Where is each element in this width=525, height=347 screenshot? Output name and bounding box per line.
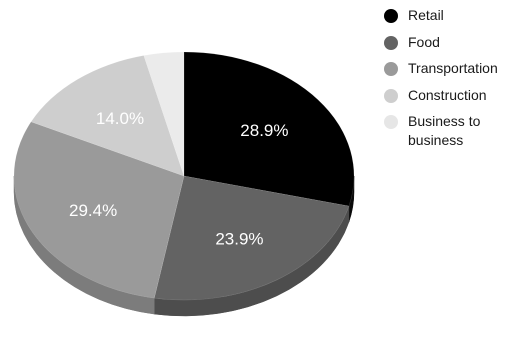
legend-label: Business to business (408, 113, 481, 148)
slice-data-label: 14.0% (96, 109, 144, 128)
legend-label: Food (408, 33, 440, 50)
pie-slice-retail (183, 51, 355, 207)
legend-item: Retail (384, 6, 525, 33)
legend-swatch (384, 88, 398, 103)
legend-swatch (384, 62, 398, 76)
slice-label-group: 28.9% 23.9% 29.4% 14.0% (69, 109, 288, 248)
pie-slice-construction (30, 55, 185, 177)
pie-side-group (13, 175, 355, 317)
legend-swatch (384, 35, 398, 50)
legend-swatch (384, 115, 398, 129)
legend-item: Transportation (384, 59, 525, 86)
slice-data-label: 29.4% (69, 201, 117, 220)
slice-data-label: 28.9% (240, 121, 288, 140)
pie-slice-business-to-business (143, 51, 185, 177)
legend-swatch (384, 9, 398, 23)
legend-item: Construction (384, 86, 525, 113)
legend-item: Food (384, 33, 525, 60)
pie-slice-transportation (13, 121, 185, 299)
pie-top-group (13, 51, 355, 301)
chart-legend: Retail Food Transportation Construction Busi… (384, 6, 525, 156)
legend-label: Construction (408, 86, 487, 103)
slice-data-label: 23.9% (215, 229, 263, 248)
pie-slice-food (153, 175, 350, 301)
legend-item: Business to business (384, 112, 525, 156)
legend-label: Retail (408, 7, 444, 23)
legend-label: Transportation (408, 60, 498, 76)
